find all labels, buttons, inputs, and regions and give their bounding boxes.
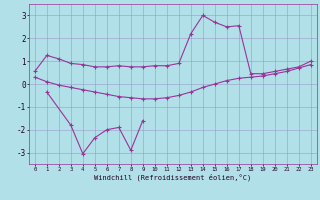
- X-axis label: Windchill (Refroidissement éolien,°C): Windchill (Refroidissement éolien,°C): [94, 173, 252, 181]
